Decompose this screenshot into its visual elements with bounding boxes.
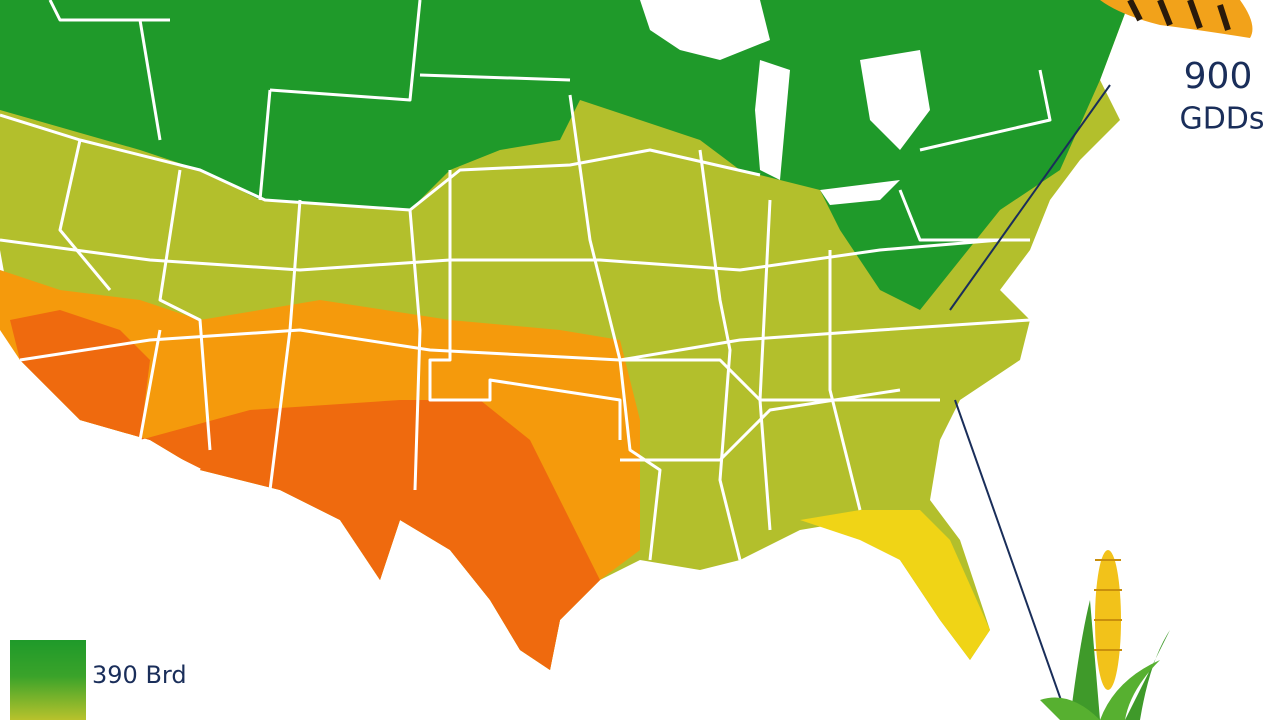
corn-icon <box>1040 550 1170 720</box>
zone-florida <box>800 510 990 660</box>
state-lines <box>0 0 1050 560</box>
legend-label: 390 Brd <box>92 661 187 689</box>
callout-value: 900 <box>1184 56 1253 97</box>
pointer-line <box>949 84 1111 311</box>
pointer-line <box>954 399 1069 721</box>
zone-cool <box>0 0 1130 310</box>
decoration <box>1100 0 1253 38</box>
legend-swatch <box>10 640 86 720</box>
callout-unit: GDDs <box>1179 102 1264 137</box>
lakes <box>640 0 930 205</box>
